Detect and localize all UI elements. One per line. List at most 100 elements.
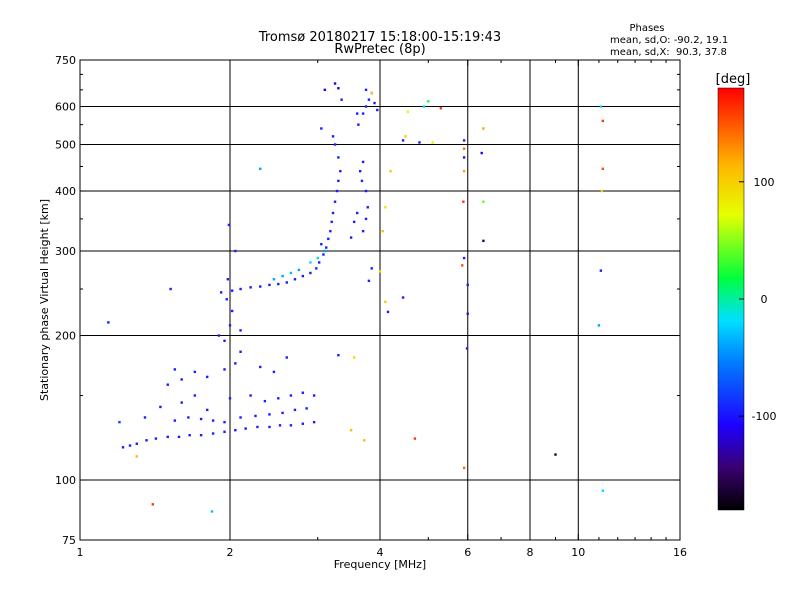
data-point [177, 435, 181, 439]
data-point [329, 229, 332, 233]
data-point [361, 160, 365, 164]
data-point [401, 296, 405, 299]
data-point [366, 206, 369, 209]
data-point [169, 287, 172, 291]
data-point [465, 347, 469, 350]
y-axis-label: Stationary phase Virtual Height [km] [38, 199, 51, 401]
colorbar-tick-label: -100 [752, 410, 777, 423]
data-point [339, 169, 342, 173]
data-point [166, 383, 169, 386]
data-point [461, 264, 464, 267]
data-point [256, 425, 259, 429]
data-point [239, 350, 242, 353]
data-point [322, 253, 325, 256]
data-point [462, 156, 466, 159]
data-point [554, 453, 557, 456]
data-point [337, 179, 340, 183]
data-point [187, 416, 190, 419]
data-point [205, 375, 209, 379]
data-point [193, 370, 197, 374]
data-point [272, 278, 276, 281]
data-point [312, 394, 316, 397]
data-point [259, 285, 262, 288]
data-point [601, 167, 605, 171]
data-point [406, 110, 410, 113]
y-tick-label: 100 [55, 474, 76, 487]
data-point [482, 200, 485, 203]
data-point [404, 135, 407, 138]
data-point [367, 98, 371, 101]
data-point [361, 112, 365, 115]
data-point [323, 88, 327, 92]
data-point [337, 156, 340, 159]
data-point [439, 107, 443, 110]
data-point [330, 220, 333, 224]
phases-mean-x: mean, sd,X: 90.3, 37.8 [610, 47, 727, 58]
data-point [259, 365, 262, 369]
x-tick-label: 8 [527, 546, 534, 559]
data-point [268, 413, 271, 416]
data-point [263, 399, 267, 403]
y-tick-label: 750 [55, 54, 76, 67]
data-point [317, 261, 321, 264]
data-point [193, 394, 197, 397]
data-point [223, 420, 226, 424]
data-point [352, 356, 356, 359]
data-point [289, 271, 293, 275]
data-point [315, 267, 318, 270]
data-point [462, 466, 466, 470]
y-tick-label: 75 [62, 534, 76, 547]
data-point [378, 270, 382, 273]
data-point [325, 246, 328, 249]
chart-title: Tromsø 20180217 15:18:00-15:19:43 [258, 30, 501, 45]
data-point [482, 127, 485, 130]
data-point [480, 151, 483, 155]
data-point [278, 424, 282, 427]
data-point [121, 446, 125, 449]
x-axis-label: Frequency [MHz] [334, 558, 426, 571]
data-point [462, 256, 466, 260]
data-point [309, 271, 312, 275]
data-point [166, 435, 169, 439]
data-point [230, 309, 234, 313]
data-point [331, 135, 335, 138]
data-point [289, 424, 293, 427]
y-tick-label: 500 [55, 139, 76, 152]
data-point [466, 312, 469, 315]
data-point [384, 300, 387, 304]
data-point [118, 420, 121, 424]
data-point [327, 237, 330, 241]
data-point [340, 98, 343, 101]
data-point [337, 87, 340, 90]
data-point [234, 429, 237, 432]
data-point [599, 105, 603, 108]
x-axis-ticks: 1 2 4 6 8 10 16 [77, 60, 687, 559]
data-point [217, 334, 221, 337]
data-point [301, 274, 305, 278]
data-point [364, 189, 368, 193]
data-point [600, 189, 604, 193]
data-point [226, 278, 230, 281]
data-point [239, 329, 242, 332]
data-point [223, 339, 226, 343]
data-point [462, 139, 466, 142]
data-point [268, 283, 271, 287]
data-point [462, 200, 465, 203]
data-point [254, 414, 257, 418]
data-point [386, 310, 390, 314]
data-point [305, 407, 308, 410]
data-point [370, 91, 373, 95]
data-point [199, 417, 203, 421]
x-tick-label: 16 [673, 546, 687, 559]
data-point [293, 278, 297, 281]
x-tick-label: 6 [464, 546, 471, 559]
y-tick-label: 300 [55, 245, 76, 258]
data-point [180, 401, 183, 404]
data-point [285, 281, 288, 284]
x-tick-label: 4 [377, 546, 384, 559]
data-point [389, 169, 392, 173]
data-point [323, 249, 327, 253]
data-point [277, 282, 280, 286]
phases-heading: Phases [629, 23, 664, 34]
data-point [331, 211, 335, 215]
